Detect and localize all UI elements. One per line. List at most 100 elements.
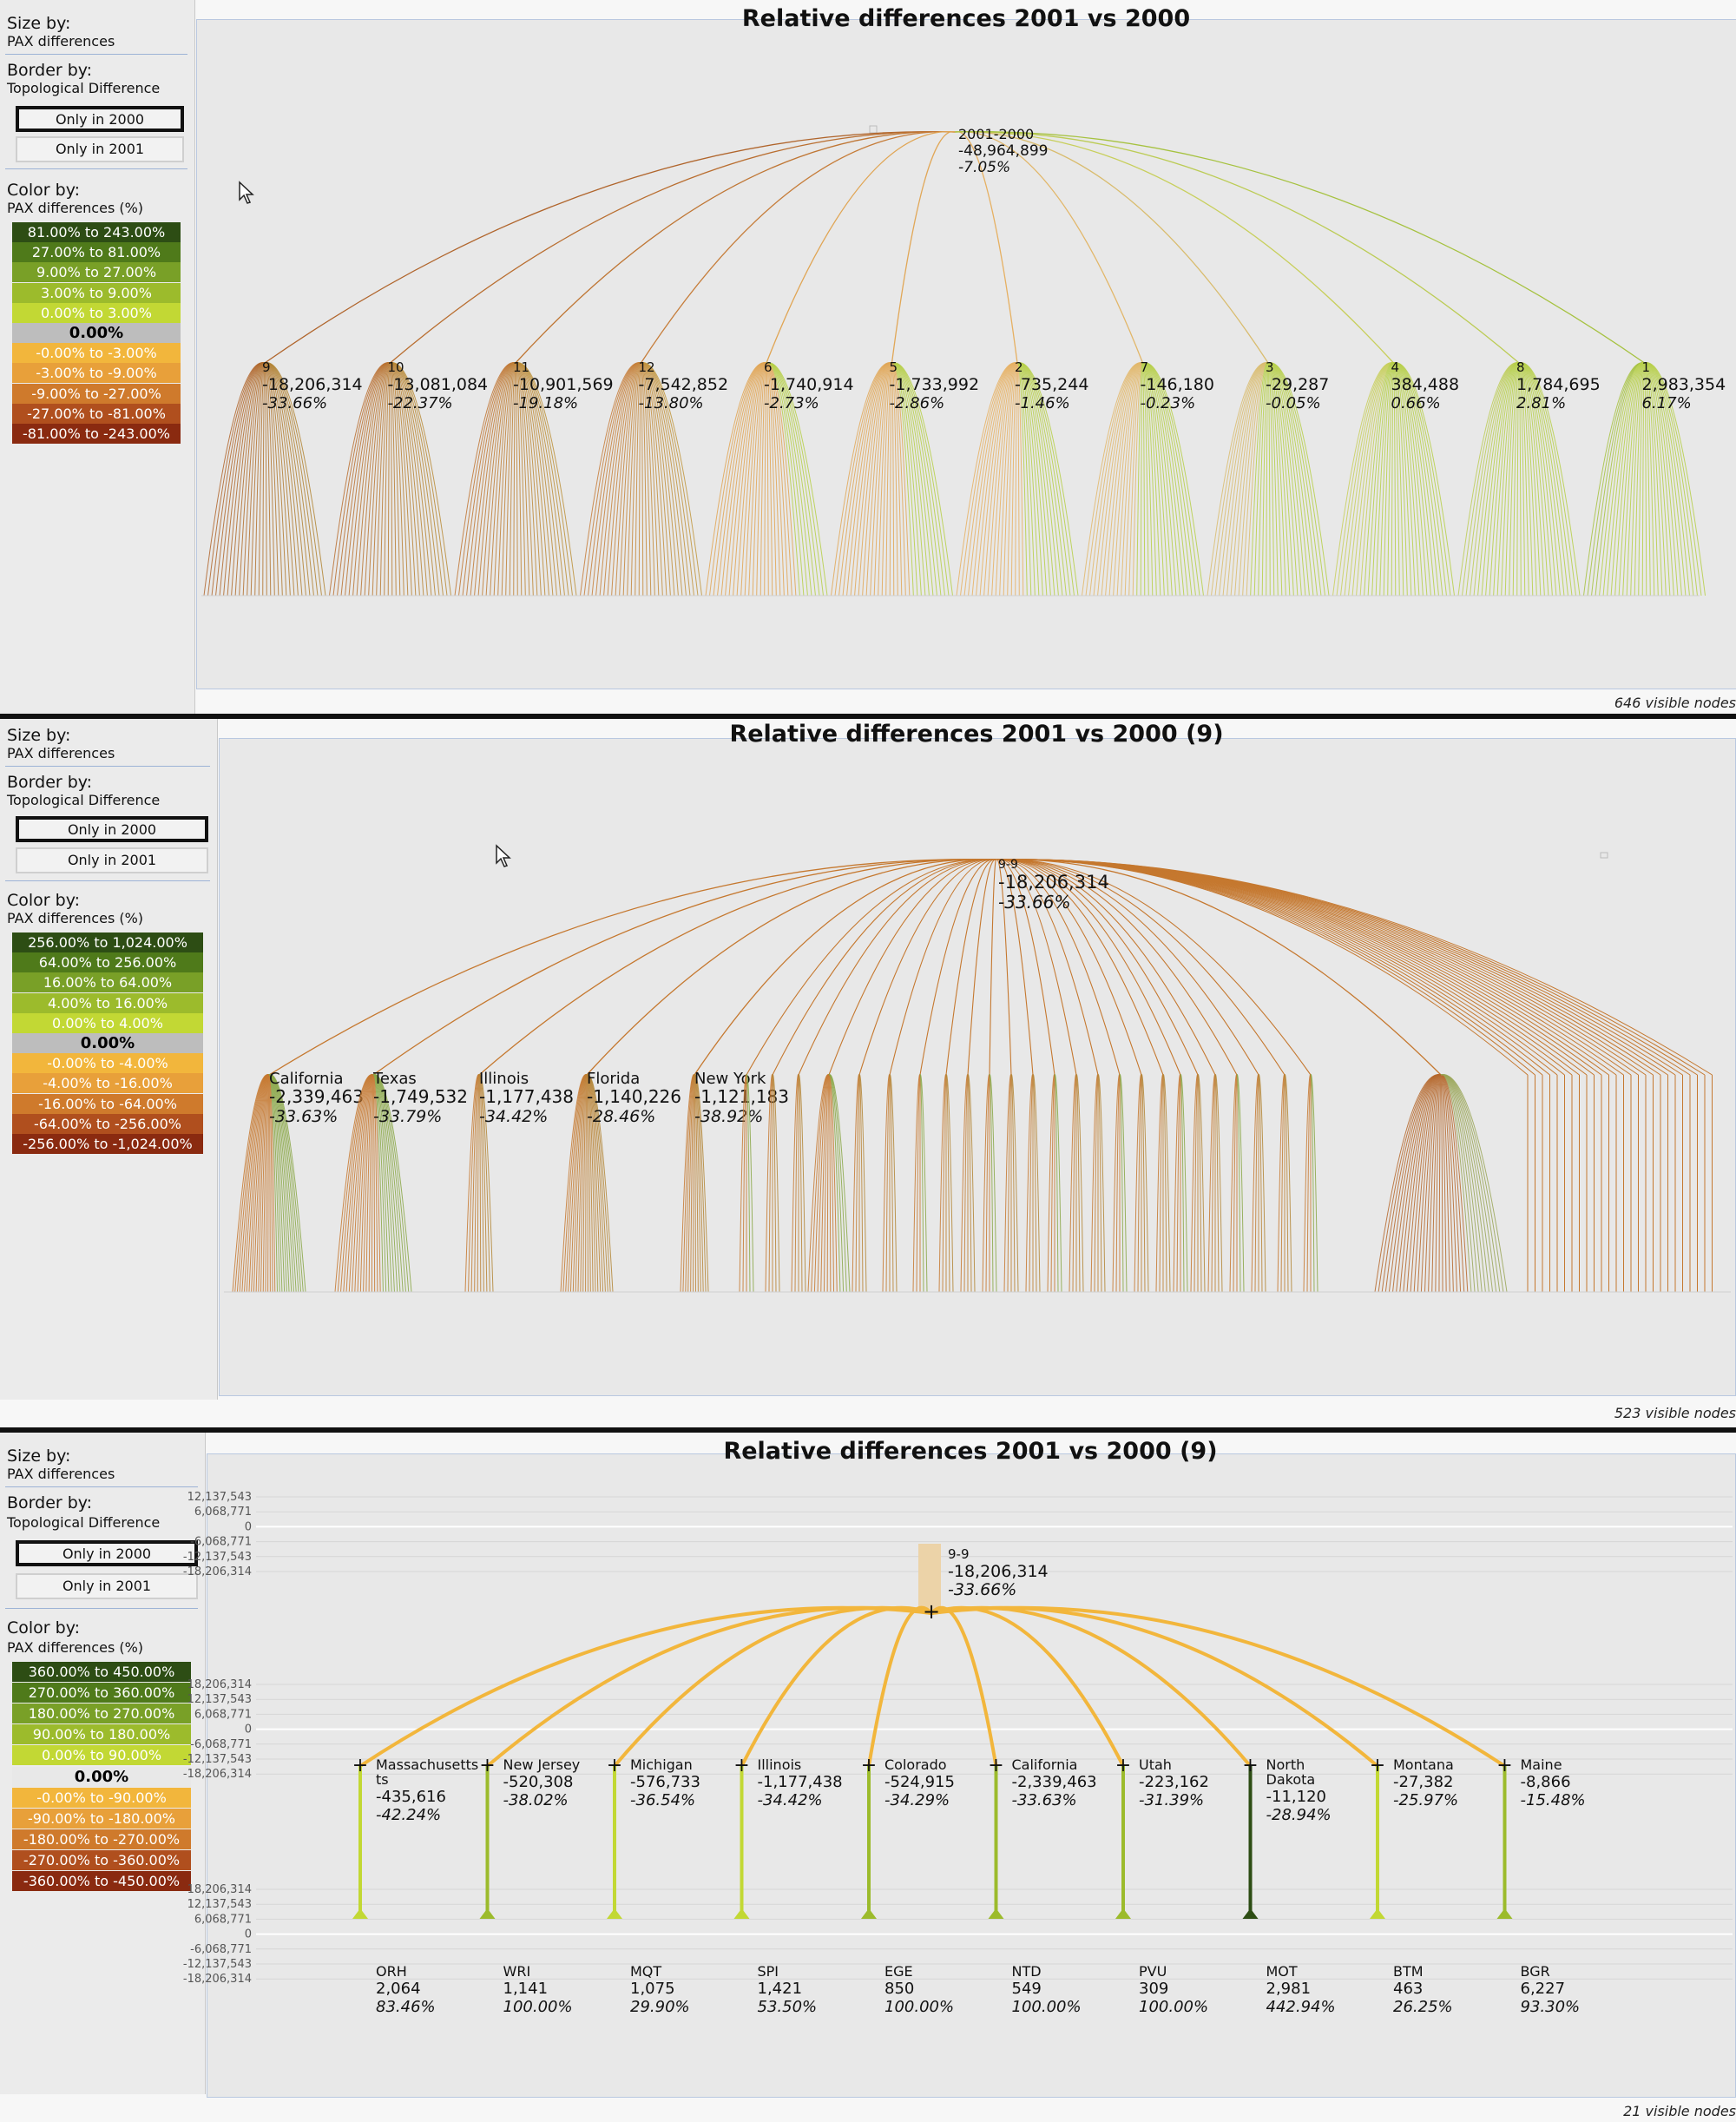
size-by-value: PAX differences — [7, 1466, 115, 1482]
only-in-2000-button[interactable]: Only in 2000 — [16, 1540, 198, 1566]
edge — [891, 362, 903, 596]
edge — [1393, 362, 1416, 596]
edge — [1310, 1074, 1315, 1293]
edge — [1267, 362, 1283, 596]
edge — [989, 1074, 994, 1293]
edge — [268, 858, 997, 1076]
edge — [891, 362, 937, 596]
edge — [264, 362, 267, 596]
node-fan — [960, 1074, 976, 1293]
node-pct: -0.05% — [1266, 394, 1321, 412]
tree-graph[interactable]: 12,137,5436,068,7710-6,068,771-12,137,54… — [0, 1433, 1736, 2122]
edge — [766, 362, 792, 596]
chart-title: Relative differences 2001 vs 2000 (9) — [723, 1438, 1218, 1465]
edge — [1431, 1074, 1442, 1293]
axis-tick-label: 12,137,543 — [187, 1491, 252, 1504]
airport-stem — [485, 1766, 490, 1914]
edge — [1440, 1074, 1443, 1293]
airport-pct: 53.50% — [758, 1998, 818, 2016]
edge — [641, 362, 702, 596]
node-pct: 2.81% — [1516, 394, 1566, 412]
only-in-2000-button[interactable]: Only in 2000 — [16, 816, 208, 842]
tree-graph[interactable]: California-2,339,463-33.63% Texas-1,749,5… — [0, 719, 1736, 1427]
node-label: 2 — [1015, 359, 1023, 375]
edge — [515, 362, 538, 596]
edge — [264, 362, 295, 596]
edge — [390, 362, 420, 596]
node-fan — [938, 1074, 954, 1293]
edge — [999, 362, 1018, 596]
edge — [1518, 362, 1537, 596]
airport-stem — [1121, 1766, 1125, 1914]
axis-tick-label: 12,137,543 — [187, 1898, 252, 1911]
state-name: Maine — [1521, 1756, 1562, 1773]
edge — [766, 362, 797, 596]
airport-marker — [1115, 1908, 1131, 1919]
edge — [680, 1074, 695, 1293]
node-fan — [912, 1074, 928, 1293]
edge — [1509, 362, 1520, 596]
airport-code: BTM — [1393, 1963, 1424, 1980]
edge — [258, 362, 266, 596]
edge — [264, 362, 303, 596]
tree-graph[interactable]: 9-18,206,314-33.66% 10-13,081,084-22.37% 1… — [0, 0, 1736, 714]
node-label: 1 — [1642, 359, 1651, 375]
edge — [748, 362, 767, 596]
edge — [390, 362, 401, 596]
divider — [5, 168, 187, 169]
only-in-2001-button[interactable]: Only in 2001 — [16, 136, 184, 162]
plus-icon: + — [861, 1755, 877, 1776]
edge — [766, 362, 785, 596]
node-value: -146,180 — [1141, 375, 1214, 394]
only-in-2000-button[interactable]: Only in 2000 — [16, 106, 184, 132]
edge — [1176, 1074, 1181, 1293]
edge — [742, 1074, 747, 1293]
only-in-2001-button[interactable]: Only in 2001 — [16, 847, 208, 873]
state-value: -11,120 — [1266, 1788, 1326, 1806]
state-pct: -38.02% — [503, 1791, 569, 1809]
state-value: -27,382 — [1393, 1773, 1453, 1791]
edge — [989, 859, 997, 1076]
node-fan — [1003, 1074, 1019, 1293]
edge — [1211, 1074, 1216, 1293]
divider — [5, 1608, 198, 1609]
legend-entry: 90.00% to 180.00% — [12, 1724, 191, 1745]
edge — [478, 858, 997, 1076]
only-in-2001-button[interactable]: Only in 2001 — [16, 1573, 198, 1599]
edge — [891, 362, 926, 596]
airport-value: 549 — [1012, 1980, 1042, 1998]
edge — [766, 362, 769, 596]
plus-icon: + — [923, 1599, 940, 1624]
small-square-icon — [869, 125, 878, 134]
edge — [858, 859, 997, 1076]
visible-nodes-count: 523 visible nodes — [1614, 1405, 1736, 1421]
edge — [1440, 1074, 1457, 1293]
edge — [1267, 362, 1310, 596]
airport-value: 309 — [1139, 1980, 1168, 1998]
edge — [1214, 1074, 1220, 1293]
edge — [1142, 362, 1173, 596]
node-value: -1,177,438 — [479, 1086, 574, 1107]
legend-entry: 27.00% to 81.00% — [12, 242, 181, 263]
edge — [515, 362, 546, 596]
airport-pct: 83.46% — [376, 1998, 436, 2016]
airport-marker — [1496, 1908, 1513, 1919]
legend-entry: 180.00% to 270.00% — [12, 1704, 191, 1724]
tree-plot-area[interactable] — [207, 1453, 1736, 2098]
legend-entry: -9.00% to -27.00% — [12, 383, 181, 404]
edge — [996, 859, 1216, 1076]
node-label: 9-9 — [998, 858, 1018, 872]
edge — [1016, 362, 1051, 596]
edge — [919, 859, 997, 1076]
edge — [1267, 362, 1318, 596]
node-fan — [1134, 1074, 1149, 1293]
edge — [768, 1074, 773, 1293]
airport-marker — [988, 1908, 1004, 1919]
edge — [772, 859, 997, 1076]
node-fan — [1251, 1074, 1266, 1293]
state-name: Massachusetts — [376, 1756, 478, 1773]
edge — [509, 362, 516, 596]
edge — [1518, 362, 1522, 596]
node-pct: -0.23% — [1141, 394, 1196, 412]
state-name: Illinois — [758, 1756, 802, 1773]
